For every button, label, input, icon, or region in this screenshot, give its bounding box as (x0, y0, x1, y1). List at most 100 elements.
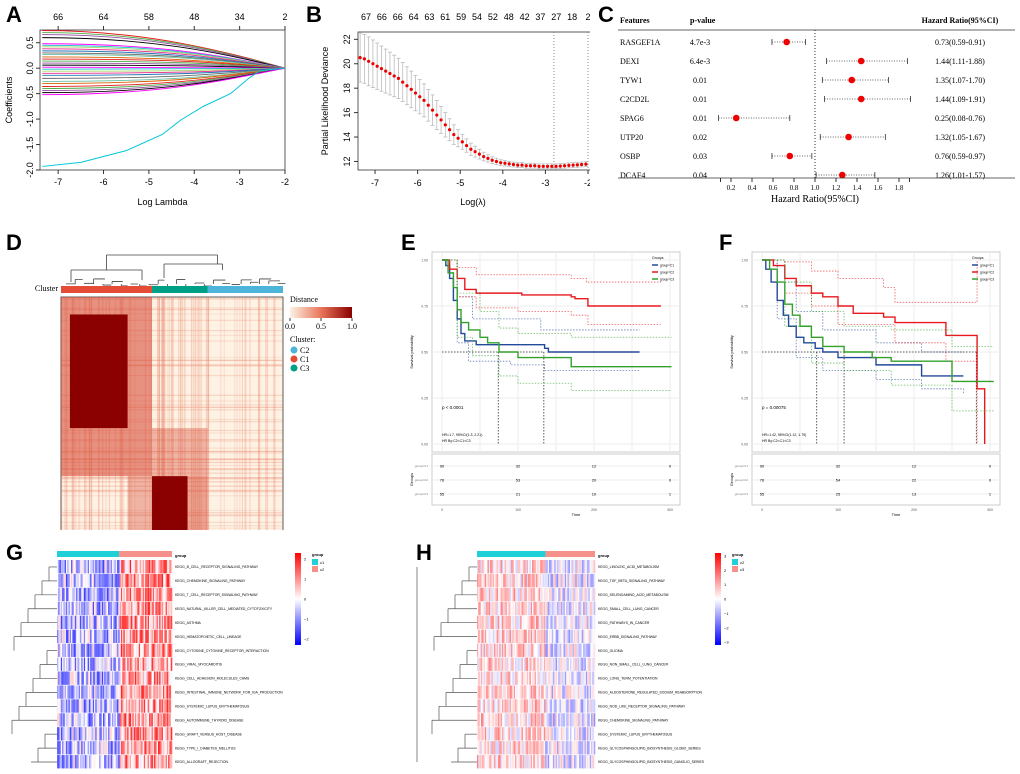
risk-count: 54 (836, 478, 841, 483)
heatmap-cell (511, 699, 513, 713)
heatmap-cell (149, 601, 151, 616)
heatmap-cell (117, 601, 119, 616)
colorbar (715, 553, 721, 645)
heatmap-cell (104, 671, 106, 685)
heatmap-cell (490, 727, 492, 741)
heatmap-cell (585, 573, 588, 588)
heatmap-cell (499, 643, 501, 657)
heatmap-cell (81, 643, 83, 657)
heatmap-cell (71, 741, 73, 755)
heatmap-cell (147, 755, 150, 769)
heatmap-cell (165, 587, 168, 602)
heatmap-cell (501, 657, 504, 671)
heatmap-cell (151, 560, 154, 574)
heatmap-cell (57, 727, 59, 741)
heatmap-cell (120, 713, 123, 727)
heatmap-cell (575, 671, 577, 685)
heatmap-cell (120, 685, 123, 699)
heatmap-stripe (61, 432, 283, 434)
heatmap-cell (65, 560, 68, 574)
heatmap-cell (103, 601, 105, 616)
heatmap-cell (556, 573, 559, 588)
heatmap-cell (151, 573, 154, 588)
heatmap-cell (503, 671, 505, 685)
heatmap-cell (577, 699, 580, 713)
heatmap-cell (165, 755, 168, 769)
heatmap-cell (568, 560, 571, 574)
feature-name: RASGEF1A (620, 38, 661, 47)
heatmap-cell (69, 615, 72, 630)
heatmap-cell (81, 727, 83, 741)
heatmap-cell (538, 727, 541, 741)
heatmap-cell (551, 657, 554, 671)
heatmap-cell (580, 587, 583, 602)
heatmap-cell (577, 587, 580, 602)
dendrogram-branch (70, 269, 143, 282)
heatmap-cell (542, 629, 545, 643)
heatmap-cell (73, 560, 76, 574)
heatmap-cell (500, 755, 503, 769)
deviance-point (490, 158, 494, 162)
heatmap-cell (532, 629, 534, 643)
y-tick-label: -0.5 (25, 86, 35, 102)
heatmap-cell (520, 713, 522, 727)
heatmap-cell (161, 741, 164, 755)
heatmap-cell (482, 629, 484, 643)
heatmap-cell (155, 741, 157, 755)
heatmap-cell (141, 601, 143, 616)
y-tick-label: 0.00 (421, 443, 428, 447)
heatmap-cell (67, 601, 69, 616)
heatmap-cell (530, 615, 533, 630)
heatmap-cell (525, 629, 528, 643)
heatmap-stripe (61, 404, 283, 406)
heatmap-cell (159, 741, 161, 755)
heatmap-cell (159, 755, 161, 769)
heatmap-cell (589, 573, 592, 588)
heatmap-cell (518, 587, 521, 602)
heatmap-cell (99, 741, 101, 755)
heatmap-cell (507, 560, 509, 574)
heatmap-cell (526, 755, 529, 769)
heatmap-cell (73, 615, 76, 630)
heatmap-cell (77, 643, 80, 657)
heatmap-cell (101, 713, 104, 727)
heatmap-stripe (164, 297, 166, 530)
heatmap-cell (113, 560, 115, 574)
heatmap-cell (583, 573, 585, 588)
heatmap-cell (136, 657, 138, 671)
y-tick-label: 0.5 (25, 36, 35, 49)
heatmap-stripe (167, 297, 169, 530)
heatmap-cell (591, 643, 593, 657)
heatmap-cell (487, 657, 490, 671)
heatmap-cell (491, 629, 494, 643)
heatmap-cell (106, 573, 109, 588)
heatmap-cell (157, 685, 160, 699)
heatmap-cell (549, 713, 551, 727)
heatmap-cell (577, 573, 580, 588)
heatmap-cell (73, 713, 76, 727)
heatmap-cell (142, 699, 145, 713)
heatmap-cell (566, 629, 568, 643)
heatmap-cell (100, 657, 103, 671)
heatmap-stripe (180, 297, 182, 530)
heatmap-cell (58, 755, 60, 769)
heatmap-cell (563, 615, 566, 630)
heatmap-cell (166, 741, 169, 755)
dendrogram-branch (203, 284, 212, 287)
heatmap-cell (59, 573, 62, 588)
heatmap-cell (558, 713, 560, 727)
heatmap-cell (560, 601, 563, 616)
dendrogram-branch (74, 278, 83, 284)
heatmap-cell (58, 587, 60, 602)
deviance-point (584, 162, 588, 166)
heatmap-cell (151, 727, 154, 741)
heatmap-cell (123, 560, 126, 574)
heatmap-cell (143, 713, 146, 727)
heatmap-cell (129, 601, 132, 616)
heatmap-cell (477, 699, 479, 713)
heatmap-cell (581, 573, 584, 588)
heatmap-cell (73, 587, 76, 602)
ci-lower-line (442, 259, 640, 371)
dendrogram-branch (176, 279, 186, 284)
heatmap-cell (538, 643, 541, 657)
